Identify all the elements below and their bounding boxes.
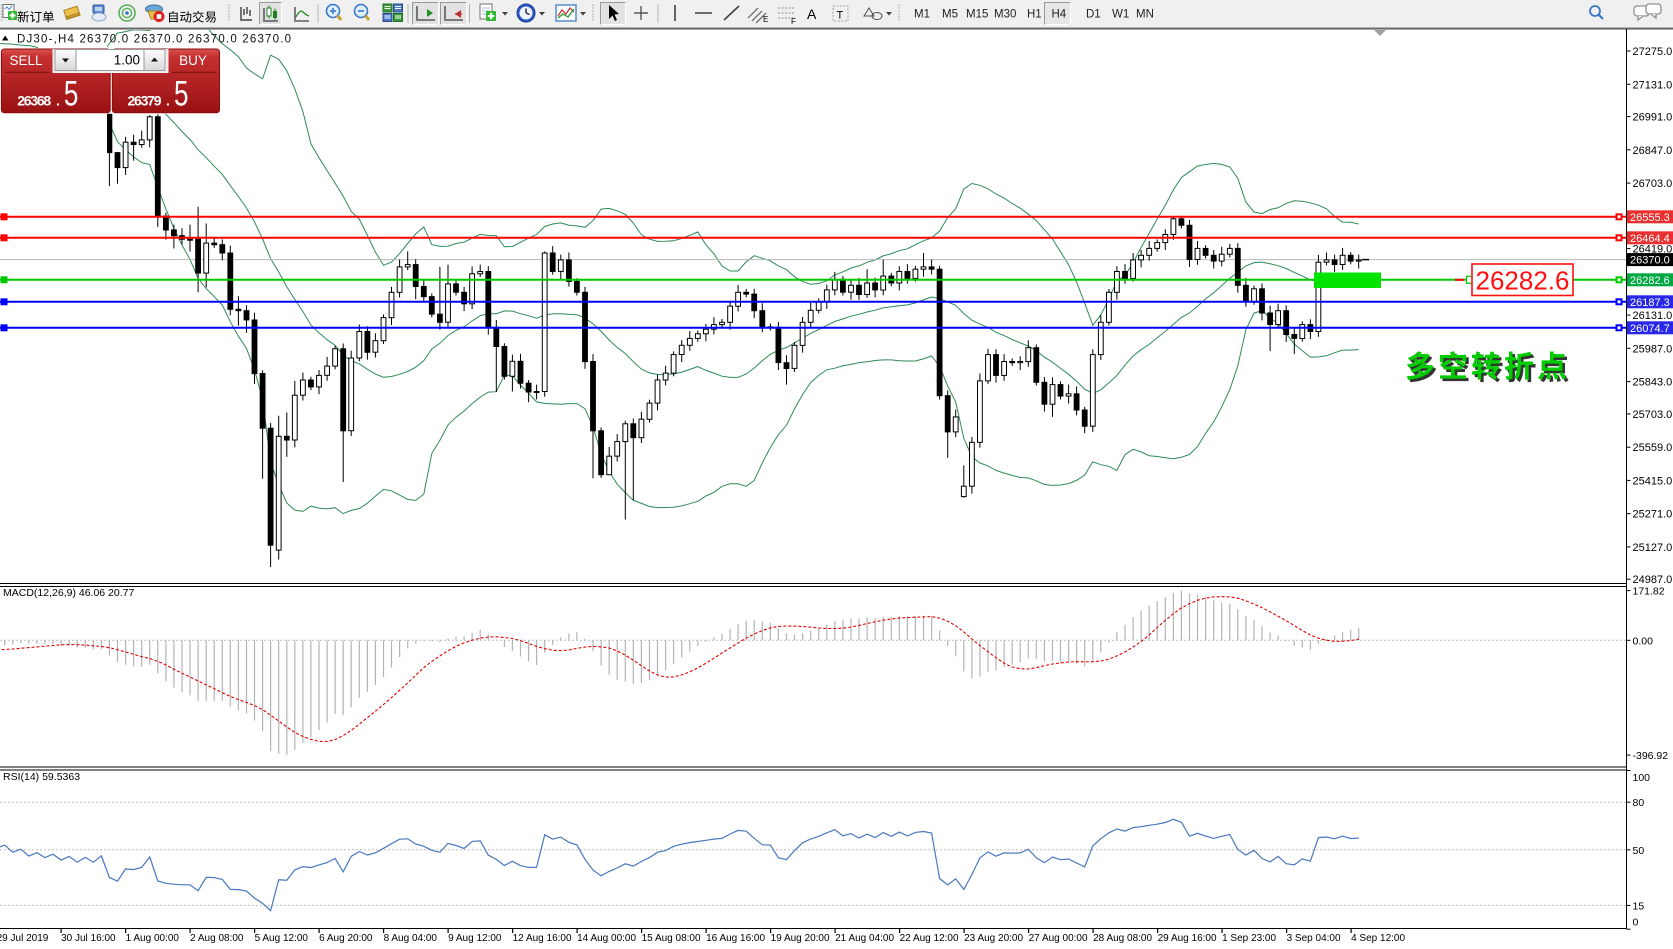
- svg-text:MN: MN: [1136, 9, 1154, 21]
- svg-text:0.00: 0.00: [1633, 635, 1654, 647]
- svg-text:27275.0: 27275.0: [1633, 46, 1673, 58]
- svg-text:25703.0: 25703.0: [1633, 409, 1673, 421]
- svg-text:25127.0: 25127.0: [1633, 542, 1673, 554]
- svg-text:15: 15: [1633, 900, 1645, 912]
- svg-text:26370.0: 26370.0: [1630, 255, 1670, 267]
- svg-text:26419.0: 26419.0: [1633, 244, 1673, 256]
- svg-text:1 Sep 23:00: 1 Sep 23:00: [1222, 933, 1276, 944]
- svg-text:0: 0: [1633, 917, 1639, 929]
- svg-text:26187.3: 26187.3: [1630, 297, 1670, 309]
- svg-text:H4: H4: [1052, 9, 1067, 21]
- svg-text:25415.0: 25415.0: [1633, 475, 1673, 487]
- svg-text:W1: W1: [1112, 9, 1129, 21]
- svg-text:8 Aug 04:00: 8 Aug 04:00: [384, 933, 438, 944]
- svg-text:MACD(12,26,9) 46.06 20.77: MACD(12,26,9) 46.06 20.77: [3, 587, 134, 599]
- svg-text:M30: M30: [994, 9, 1016, 21]
- svg-text:26991.0: 26991.0: [1633, 112, 1673, 124]
- svg-text:6 Aug 20:00: 6 Aug 20:00: [319, 933, 373, 944]
- svg-text:.: .: [166, 92, 170, 108]
- svg-text:27131.0: 27131.0: [1633, 79, 1673, 91]
- svg-text:29 Jul 2019: 29 Jul 2019: [0, 933, 49, 944]
- svg-text:21 Aug 04:00: 21 Aug 04:00: [835, 933, 894, 944]
- svg-text:4 Sep 12:00: 4 Sep 12:00: [1351, 933, 1405, 944]
- svg-text:30 Jul 16:00: 30 Jul 16:00: [61, 933, 116, 944]
- svg-text:M1: M1: [914, 9, 930, 21]
- svg-text:T: T: [837, 10, 844, 22]
- svg-text:28 Aug 08:00: 28 Aug 08:00: [1093, 933, 1152, 944]
- svg-text:24987.0: 24987.0: [1633, 574, 1673, 586]
- svg-text:26074.7: 26074.7: [1630, 323, 1670, 335]
- svg-text:A: A: [807, 6, 817, 22]
- svg-text:171.82: 171.82: [1633, 586, 1665, 598]
- svg-text:SELL: SELL: [9, 53, 43, 68]
- svg-text:26282.6: 26282.6: [1630, 275, 1670, 287]
- svg-text:E: E: [763, 15, 768, 24]
- svg-text:26131.0: 26131.0: [1633, 310, 1673, 322]
- svg-text:.: .: [56, 92, 60, 108]
- svg-text:-396.92: -396.92: [1633, 750, 1669, 762]
- svg-text:25271.0: 25271.0: [1633, 509, 1673, 521]
- svg-text:DJ30-,H4 26370.0 26370.0 2637: DJ30-,H4 26370.0 26370.0 26370.0 26370.0: [17, 34, 291, 46]
- svg-text:25559.0: 25559.0: [1633, 442, 1673, 454]
- svg-text:15 Aug 08:00: 15 Aug 08:00: [642, 933, 701, 944]
- svg-text:25987.0: 25987.0: [1633, 343, 1673, 355]
- svg-text:3 Sep 04:00: 3 Sep 04:00: [1287, 933, 1341, 944]
- svg-text:26282.6: 26282.6: [1476, 266, 1570, 296]
- svg-text:M15: M15: [966, 9, 988, 21]
- svg-text:M5: M5: [942, 9, 958, 21]
- svg-text:26703.0: 26703.0: [1633, 178, 1673, 190]
- svg-text:26464.4: 26464.4: [1630, 233, 1670, 245]
- svg-text:H1: H1: [1027, 9, 1042, 21]
- svg-text:26368: 26368: [17, 92, 51, 108]
- svg-text:27 Aug 00:00: 27 Aug 00:00: [1029, 933, 1088, 944]
- svg-text:12 Aug 16:00: 12 Aug 16:00: [513, 933, 572, 944]
- svg-text:14 Aug 00:00: 14 Aug 00:00: [577, 933, 636, 944]
- svg-text:5 Aug 12:00: 5 Aug 12:00: [255, 933, 309, 944]
- svg-text:9 Aug 12:00: 9 Aug 12:00: [448, 933, 502, 944]
- svg-text:50: 50: [1633, 845, 1645, 857]
- svg-text:19 Aug 20:00: 19 Aug 20:00: [771, 933, 830, 944]
- svg-text:D1: D1: [1086, 9, 1101, 21]
- svg-text:80: 80: [1633, 797, 1645, 809]
- svg-text:1.00: 1.00: [114, 53, 140, 68]
- svg-text:RSI(14) 59.5363: RSI(14) 59.5363: [3, 771, 80, 783]
- svg-text:22 Aug 12:00: 22 Aug 12:00: [900, 933, 959, 944]
- svg-text:5: 5: [174, 74, 189, 113]
- svg-text:F: F: [791, 17, 796, 26]
- svg-text:2 Aug 08:00: 2 Aug 08:00: [190, 933, 244, 944]
- svg-text:5: 5: [64, 74, 79, 113]
- svg-text:100: 100: [1633, 772, 1651, 784]
- svg-text:1 Aug 00:00: 1 Aug 00:00: [126, 933, 180, 944]
- svg-text:16 Aug 16:00: 16 Aug 16:00: [706, 933, 765, 944]
- svg-text:26555.3: 26555.3: [1630, 212, 1670, 224]
- svg-text:26379: 26379: [128, 92, 162, 108]
- svg-text:23 Aug 20:00: 23 Aug 20:00: [964, 933, 1023, 944]
- svg-text:BUY: BUY: [179, 53, 207, 68]
- svg-text:29 Aug 16:00: 29 Aug 16:00: [1158, 933, 1217, 944]
- svg-text:25843.0: 25843.0: [1633, 377, 1673, 389]
- svg-text:26847.0: 26847.0: [1633, 145, 1673, 157]
